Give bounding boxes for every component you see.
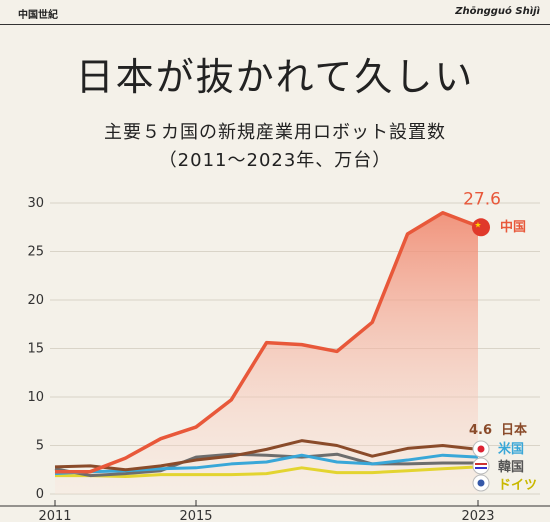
series-label-china: 中国: [500, 219, 526, 235]
y-tick-label: 15: [27, 342, 44, 357]
series-label-us: 米国: [498, 441, 524, 457]
china-end-value: 27.6: [463, 189, 501, 209]
series-line-2: [54, 439, 479, 472]
headline: 日本が抜かれて久しい: [75, 55, 475, 99]
series-line-4: [54, 452, 478, 478]
y-tick-label: 30: [27, 196, 44, 211]
japan-flag-dot-icon: [477, 445, 485, 453]
japan-end-value: 4.6: [469, 423, 492, 438]
top-bar: 中国世紀 Zhōngguó Shìjì: [0, 0, 550, 25]
korea-flag-dot-icon: [477, 479, 485, 487]
us-flag-icon: [472, 457, 490, 475]
x-tick-label: 2023: [461, 509, 494, 522]
chart-title: 主要５カ国の新規産業用ロボット設置数: [104, 122, 446, 143]
china-flag-icon: [472, 218, 490, 237]
x-tick-label: 2015: [179, 509, 212, 522]
y-tick-label: 10: [27, 390, 44, 405]
y-tick-label: 20: [27, 293, 44, 308]
y-tick-label: 25: [27, 245, 44, 260]
us-flag-stripe-icon: [475, 467, 487, 469]
brand-right: Zhōngguó Shìjì: [455, 6, 540, 17]
series-label-korea: 韓国: [498, 459, 524, 475]
y-tick-label: 5: [36, 439, 44, 454]
china-flag-star-icon: ★: [474, 220, 481, 229]
series-label-germany: ドイツ: [498, 478, 537, 493]
chart-subtitle: （2011～2023年、万台）: [158, 150, 392, 171]
series-line-5: [55, 465, 479, 479]
series-line-1: [55, 210, 479, 474]
series-label-japan: 日本: [501, 422, 527, 438]
x-tick-label: 2011: [38, 509, 71, 522]
us-flag-stripe-icon: [475, 463, 487, 465]
brand-left: 中国世紀: [18, 10, 58, 21]
y-tick-label: 0: [36, 487, 44, 502]
series-area-china: [55, 212, 478, 494]
